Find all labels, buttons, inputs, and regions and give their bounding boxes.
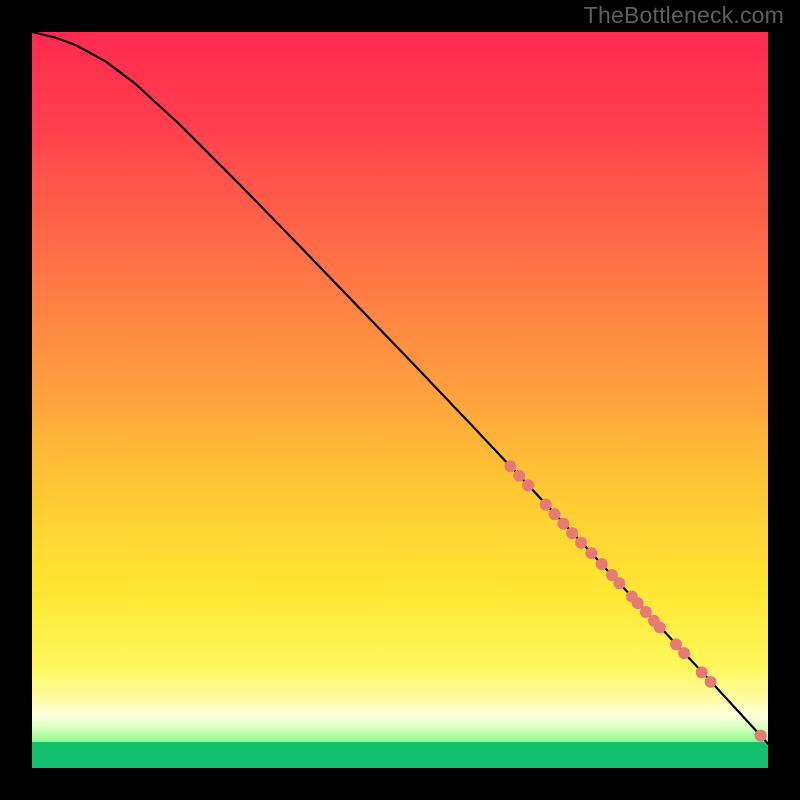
- plot-area: [32, 32, 768, 768]
- data-marker: [540, 499, 552, 511]
- data-marker: [640, 606, 652, 618]
- data-marker: [575, 537, 587, 549]
- data-marker: [678, 647, 690, 659]
- data-marker: [696, 666, 708, 678]
- data-marker: [557, 518, 569, 530]
- data-marker: [705, 676, 717, 688]
- data-marker: [513, 470, 525, 482]
- chart-frame: TheBottleneck.com: [0, 0, 800, 800]
- bottleneck-curve: [32, 32, 768, 744]
- data-marker: [504, 460, 516, 472]
- data-marker: [654, 621, 666, 633]
- data-marker: [585, 547, 597, 559]
- data-marker: [566, 527, 578, 539]
- watermark-text: TheBottleneck.com: [584, 2, 784, 29]
- data-marker: [613, 577, 625, 589]
- data-marker: [632, 597, 644, 609]
- data-marker: [755, 730, 767, 742]
- data-marker: [522, 479, 534, 491]
- data-marker: [670, 638, 682, 650]
- plot-overlay: [32, 32, 768, 768]
- data-marker: [596, 558, 608, 570]
- data-marker: [549, 508, 561, 520]
